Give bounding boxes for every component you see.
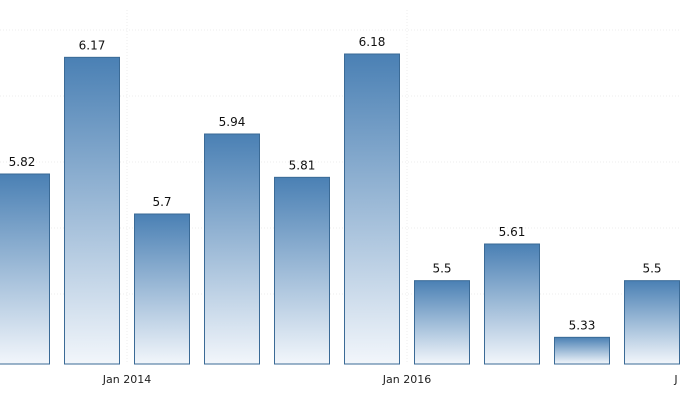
bars: [0, 53, 680, 365]
bar: [344, 53, 400, 365]
bar-value-label: 5.7: [152, 195, 171, 209]
bar-value-label: 5.81: [289, 158, 316, 172]
value-labels: 5.82 6.17 5.7 5.94 5.81 6.18 5.5 5.61 5.33 5.5: [9, 35, 662, 332]
x-tick-label: Jan 2016: [382, 373, 431, 386]
bar: [134, 213, 190, 365]
bar: [414, 280, 470, 365]
bar: [64, 56, 120, 365]
bar-value-label: 6.18: [359, 35, 386, 49]
gridlines: [0, 10, 681, 364]
bar-value-label: 6.17: [79, 38, 106, 52]
bar-value-label: 5.82: [9, 155, 36, 169]
x-axis-ticks: Jan 2014 Jan 2016 J: [102, 373, 678, 386]
bar-value-label: 5.5: [432, 262, 451, 276]
bar: [0, 173, 50, 365]
bar-value-label: 5.61: [499, 225, 526, 239]
bar: [554, 336, 610, 365]
bar: [624, 280, 680, 365]
x-tick-label: Jan 2014: [102, 373, 151, 386]
bar-value-label: 5.94: [219, 115, 246, 129]
bar: [484, 243, 540, 365]
x-tick-label: J: [673, 373, 677, 386]
bar: [204, 133, 260, 365]
bar: [274, 176, 330, 365]
bar-value-label: 5.5: [642, 262, 661, 276]
bar-value-label: 5.33: [569, 318, 596, 332]
